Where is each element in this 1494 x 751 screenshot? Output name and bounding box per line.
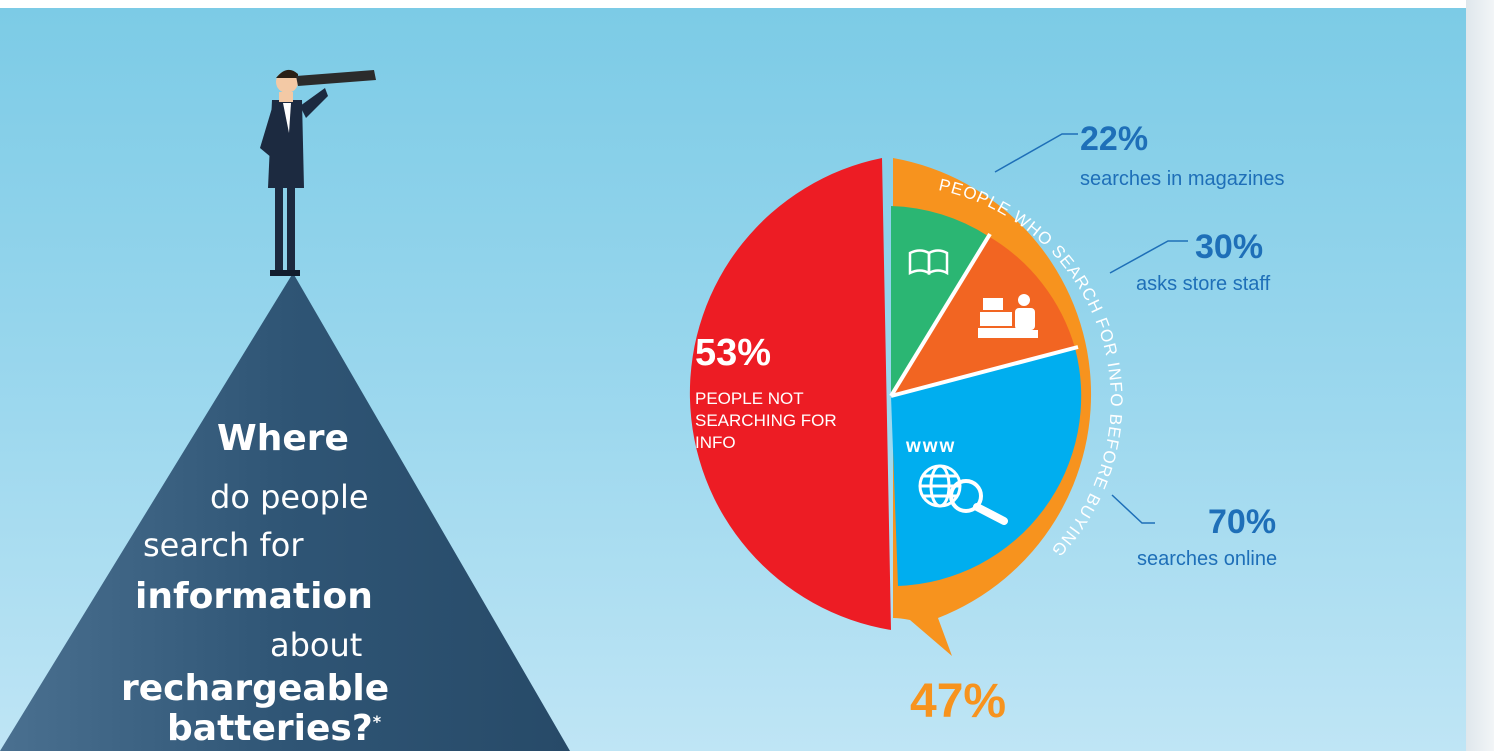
globe-search-icon	[918, 464, 1008, 525]
label-magazines: searches in magazines	[1080, 168, 1285, 190]
value-online: 70%	[1208, 503, 1277, 541]
question-line-3: search for	[143, 526, 304, 564]
question-line-5: about	[270, 626, 363, 664]
infographic-svg: PEOPLE WHO SEARCH FOR INFO BEFORE BUYING	[0, 69, 1188, 751]
question-line-1: Where	[217, 418, 349, 459]
page-edge	[1466, 0, 1494, 751]
www-label: www	[906, 436, 957, 457]
leader-70	[1111, 494, 1155, 524]
question-line-2: do people	[210, 478, 369, 516]
segment-online	[891, 348, 1082, 586]
pie-slice-not-searching	[689, 158, 891, 630]
leader-22	[994, 133, 1078, 173]
leader-30	[1109, 240, 1188, 274]
man-with-telescope-icon	[260, 69, 376, 276]
question-line-6: rechargeable	[121, 668, 390, 709]
mountain-peak	[0, 273, 570, 751]
slice-label-not-searching: PEOPLE NOT SEARCHING FOR INFO	[695, 389, 837, 452]
cash-register-icon	[978, 294, 1038, 338]
segment-magazines	[891, 206, 988, 396]
footnote-mark: *	[372, 712, 382, 731]
slice-value-searching: 47%	[910, 675, 1007, 728]
question-line-7-text: batteries?	[167, 708, 373, 749]
value-magazines: 22%	[1080, 120, 1149, 158]
question-line-4: information	[135, 576, 373, 617]
slice-value-not-searching: 53%	[695, 332, 772, 374]
value-store-staff: 30%	[1195, 228, 1264, 266]
infographic-canvas: PEOPLE WHO SEARCH FOR INFO BEFORE BUYING	[0, 8, 1466, 751]
question-line-7: batteries?*	[167, 711, 381, 747]
open-book-icon	[908, 249, 949, 276]
label-online: searches online	[1137, 548, 1278, 570]
label-store-staff: asks store staff	[1136, 273, 1271, 295]
